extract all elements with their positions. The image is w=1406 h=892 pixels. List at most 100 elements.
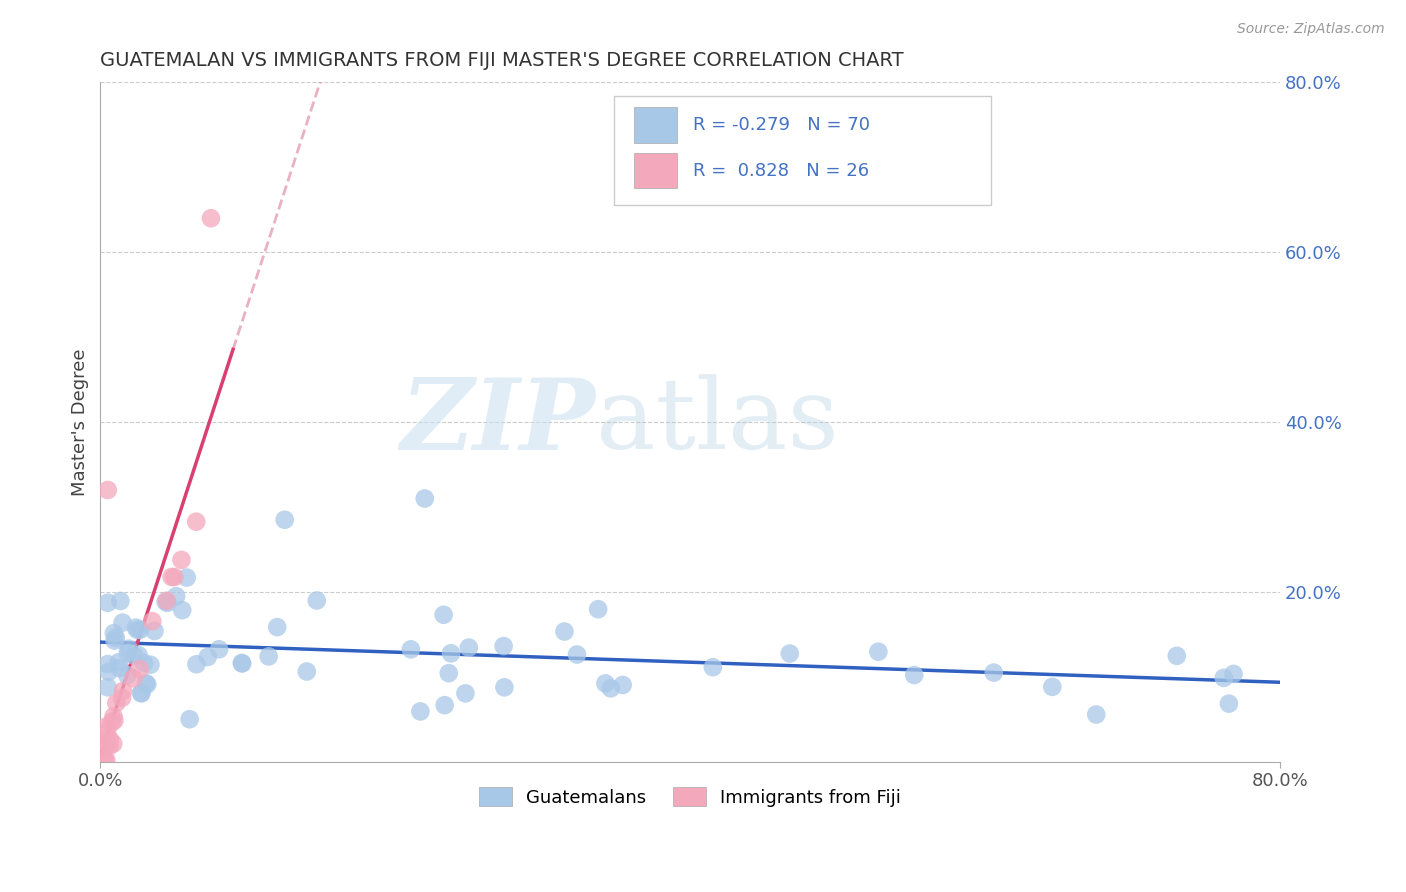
Guatemalans xyxy=(125,621,148,635)
Guatemalans xyxy=(454,686,477,700)
Immigrants from Fiji xyxy=(122,672,145,686)
Guatemalans xyxy=(492,639,515,653)
Guatemalans xyxy=(117,646,139,660)
Guatemalans xyxy=(437,666,460,681)
Guatemalans xyxy=(1040,680,1063,694)
Guatemalans xyxy=(553,624,575,639)
Guatemalans xyxy=(139,657,162,672)
Immigrants from Fiji xyxy=(200,211,222,226)
Guatemalans xyxy=(409,705,432,719)
FancyBboxPatch shape xyxy=(634,153,678,188)
Immigrants from Fiji xyxy=(96,719,118,733)
Immigrants from Fiji xyxy=(128,662,150,676)
Guatemalans xyxy=(110,594,132,608)
Immigrants from Fiji xyxy=(96,753,118,767)
Guatemalans xyxy=(97,596,120,610)
Immigrants from Fiji xyxy=(94,753,117,767)
Immigrants from Fiji xyxy=(94,753,117,767)
Text: atlas: atlas xyxy=(596,374,838,470)
Guatemalans xyxy=(1218,697,1240,711)
Guatemalans xyxy=(612,678,634,692)
Guatemalans xyxy=(103,626,125,640)
Immigrants from Fiji xyxy=(111,684,134,698)
Text: R =  0.828   N = 26: R = 0.828 N = 26 xyxy=(693,161,869,179)
Guatemalans xyxy=(440,646,463,660)
Guatemalans xyxy=(136,677,159,691)
Guatemalans xyxy=(97,657,120,672)
Guatemalans xyxy=(399,642,422,657)
Guatemalans xyxy=(779,647,801,661)
Guatemalans xyxy=(1085,707,1108,722)
Immigrants from Fiji xyxy=(96,725,118,739)
Guatemalans xyxy=(128,648,150,663)
Guatemalans xyxy=(457,640,479,655)
Guatemalans xyxy=(266,620,288,634)
Guatemalans xyxy=(231,656,253,670)
Guatemalans xyxy=(124,648,146,663)
Immigrants from Fiji xyxy=(111,690,134,705)
Immigrants from Fiji xyxy=(163,570,186,584)
Immigrants from Fiji xyxy=(186,515,208,529)
Immigrants from Fiji xyxy=(94,737,117,751)
Guatemalans xyxy=(135,676,157,690)
Immigrants from Fiji xyxy=(98,739,121,753)
Legend: Guatemalans, Immigrants from Fiji: Guatemalans, Immigrants from Fiji xyxy=(472,780,908,814)
Guatemalans xyxy=(273,513,295,527)
Immigrants from Fiji xyxy=(103,714,125,728)
Guatemalans xyxy=(595,676,617,690)
Guatemalans xyxy=(111,615,134,630)
Guatemalans xyxy=(1166,648,1188,663)
Guatemalans xyxy=(143,624,166,638)
Immigrants from Fiji xyxy=(98,732,121,747)
Guatemalans xyxy=(983,665,1005,680)
Guatemalans xyxy=(494,681,516,695)
Text: GUATEMALAN VS IMMIGRANTS FROM FIJI MASTER'S DEGREE CORRELATION CHART: GUATEMALAN VS IMMIGRANTS FROM FIJI MASTE… xyxy=(100,51,904,70)
Guatemalans xyxy=(257,649,280,664)
Immigrants from Fiji xyxy=(156,593,179,607)
Guatemalans xyxy=(129,686,152,700)
Guatemalans xyxy=(413,491,436,506)
Guatemalans xyxy=(702,660,724,674)
Guatemalans xyxy=(305,593,328,607)
Guatemalans xyxy=(599,681,621,696)
Guatemalans xyxy=(1222,667,1244,681)
Y-axis label: Master's Degree: Master's Degree xyxy=(72,348,89,496)
Immigrants from Fiji xyxy=(141,614,163,628)
Guatemalans xyxy=(108,661,131,675)
Guatemalans xyxy=(129,623,152,637)
Immigrants from Fiji xyxy=(94,736,117,750)
Guatemalans xyxy=(103,633,125,648)
Guatemalans xyxy=(1212,671,1234,685)
Guatemalans xyxy=(903,668,925,682)
Guatemalans xyxy=(172,603,194,617)
Guatemalans xyxy=(117,641,139,656)
Guatemalans xyxy=(131,686,153,700)
Guatemalans xyxy=(97,681,120,695)
Guatemalans xyxy=(586,602,609,616)
Guatemalans xyxy=(97,665,120,679)
Guatemalans xyxy=(208,642,231,657)
Immigrants from Fiji xyxy=(97,483,120,497)
Guatemalans xyxy=(197,650,219,665)
Guatemalans xyxy=(176,571,198,585)
Immigrants from Fiji xyxy=(103,737,125,751)
Guatemalans xyxy=(179,712,201,726)
Guatemalans xyxy=(127,623,149,637)
Text: R = -0.279   N = 70: R = -0.279 N = 70 xyxy=(693,116,869,134)
Immigrants from Fiji xyxy=(170,553,193,567)
FancyBboxPatch shape xyxy=(613,96,991,204)
Immigrants from Fiji xyxy=(160,570,183,584)
Guatemalans xyxy=(295,665,318,679)
Immigrants from Fiji xyxy=(103,709,125,723)
Guatemalans xyxy=(231,657,253,671)
Guatemalans xyxy=(104,631,127,645)
Immigrants from Fiji xyxy=(105,696,128,710)
Text: Source: ZipAtlas.com: Source: ZipAtlas.com xyxy=(1237,22,1385,37)
Guatemalans xyxy=(156,596,179,610)
Guatemalans xyxy=(155,595,177,609)
Text: ZIP: ZIP xyxy=(401,374,596,470)
FancyBboxPatch shape xyxy=(634,107,678,143)
Guatemalans xyxy=(433,607,456,622)
Guatemalans xyxy=(868,645,890,659)
Guatemalans xyxy=(433,698,456,713)
